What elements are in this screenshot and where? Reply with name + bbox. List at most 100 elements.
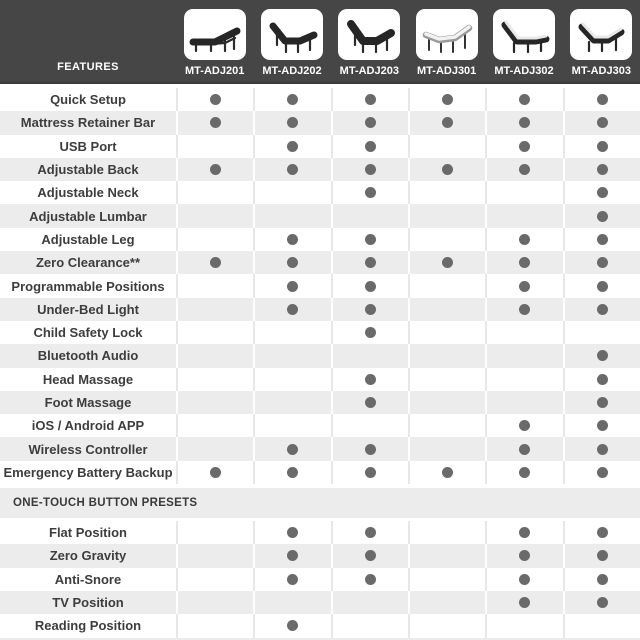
feature-cell-mt-adj301 [407, 614, 485, 638]
bed-thumbnail [415, 9, 478, 60]
feature-cells [176, 521, 640, 545]
feature-cell-mt-adj301 [407, 134, 485, 158]
feature-included-dot [596, 466, 608, 478]
feature-label-cell: Adjustable Back [0, 158, 176, 181]
feature-label: Mattress Retainer Bar [20, 115, 156, 131]
feature-cell-mt-adj203 [330, 251, 408, 275]
feature-included-dot [596, 94, 608, 106]
feature-cell-mt-adj302 [485, 460, 562, 485]
bed-head-foot-raised-dark-icon [269, 22, 318, 53]
feature-label-cell: Programmable Positions [0, 274, 176, 297]
feature-label-cell: Child Safety Lock [0, 321, 176, 344]
feature-cell-mt-adj203 [330, 390, 408, 415]
feature-cell-mt-adj202 [253, 521, 330, 545]
feature-cell-mt-adj203 [330, 111, 408, 135]
feature-included-dot [210, 117, 222, 129]
feature-cell-mt-adj303 [562, 567, 640, 591]
feature-cell-mt-adj303 [562, 590, 640, 615]
feature-label: iOS / Android APP [31, 418, 145, 434]
feature-included-dot [287, 443, 299, 455]
feature-label: Adjustable Leg [41, 231, 135, 247]
bed-thumbnail [570, 9, 633, 60]
feature-included-dot [596, 420, 608, 432]
feature-cells [176, 344, 640, 368]
bed-head-raised-light-icon [501, 20, 550, 53]
feature-included-dot [596, 527, 608, 539]
feature-cell-mt-adj303 [562, 111, 640, 135]
feature-included-dot [596, 187, 608, 199]
feature-cell-mt-adj202 [253, 134, 330, 158]
feature-cell-mt-adj303 [562, 320, 640, 345]
feature-label: Adjustable Neck [37, 185, 139, 201]
feature-label-cell: Flat Position [0, 521, 176, 544]
model-column-header-mt-adj203: MT-ADJ203 [331, 0, 408, 82]
model-label: MT-ADJ301 [417, 65, 477, 77]
model-column-header-mt-adj302: MT-ADJ302 [485, 0, 562, 82]
feature-cells [176, 320, 640, 345]
bed-thumbnail [260, 9, 323, 60]
feature-cell-mt-adj302 [485, 414, 562, 438]
model-label: MT-ADJ202 [262, 65, 322, 77]
feature-cell-mt-adj201 [176, 274, 253, 298]
feature-row: Flat Position [0, 521, 640, 545]
bed-head-foot-raised-light-icon [578, 22, 625, 52]
feature-cell-mt-adj202 [253, 614, 330, 638]
feature-cell-mt-adj303 [562, 274, 640, 298]
feature-cell-mt-adj301 [407, 367, 485, 391]
feature-included-dot [210, 94, 222, 106]
feature-label: USB Port [59, 138, 117, 154]
feature-cell-mt-adj302 [485, 544, 562, 568]
feature-label: Anti-Snore [54, 571, 122, 587]
feature-cell-mt-adj203 [330, 437, 408, 461]
feature-label: TV Position [52, 595, 124, 611]
feature-cells [176, 437, 640, 461]
feature-included-dot [364, 280, 376, 292]
feature-cells [176, 251, 640, 275]
feature-included-dot [519, 257, 531, 269]
feature-cell-mt-adj303 [562, 251, 640, 275]
feature-cell-mt-adj302 [485, 320, 562, 345]
feature-cell-mt-adj202 [253, 567, 330, 591]
section-header-one-touch-button-presets: ONE-TOUCH BUTTON PRESETS [0, 488, 640, 519]
feature-cell-mt-adj301 [407, 567, 485, 591]
feature-row: USB Port [0, 134, 640, 158]
feature-row: Adjustable Leg [0, 227, 640, 252]
feature-cell-mt-adj203 [330, 544, 408, 568]
feature-cell-mt-adj201 [176, 390, 253, 415]
feature-included-dot [596, 164, 608, 176]
feature-cell-mt-adj203 [330, 134, 408, 158]
feature-cell-mt-adj302 [485, 157, 562, 182]
feature-included-dot [442, 257, 454, 269]
feature-label-cell: Head Massage [0, 368, 176, 391]
feature-cells [176, 111, 640, 135]
feature-row: Emergency Battery Backup [0, 460, 640, 485]
feature-row: Quick Setup [0, 88, 640, 112]
table-body: Quick Setup Mattress Retainer Bar USB Port… [0, 84, 640, 640]
feature-cells [176, 614, 640, 638]
feature-cell-mt-adj203 [330, 460, 408, 485]
feature-cell-mt-adj203 [330, 274, 408, 298]
feature-included-dot [364, 117, 376, 129]
feature-included-dot [287, 466, 299, 478]
feature-label-cell: Adjustable Leg [0, 228, 176, 251]
feature-cell-mt-adj202 [253, 590, 330, 615]
feature-cell-mt-adj203 [330, 567, 408, 591]
feature-row: Adjustable Back [0, 157, 640, 182]
feature-cell-mt-adj202 [253, 544, 330, 568]
model-column-header-mt-adj202: MT-ADJ202 [253, 0, 330, 82]
feature-cell-mt-adj301 [407, 414, 485, 438]
model-label: MT-ADJ203 [339, 65, 399, 77]
feature-cell-mt-adj302 [485, 437, 562, 461]
feature-included-dot [210, 257, 222, 269]
feature-cells [176, 157, 640, 182]
feature-cells [176, 181, 640, 205]
feature-label: Bluetooth Audio [37, 348, 139, 364]
bed-thumbnail [183, 9, 246, 60]
feature-included-dot [519, 94, 531, 106]
feature-included-dot [442, 466, 454, 478]
feature-label-cell: Zero Gravity [0, 544, 176, 567]
feature-cell-mt-adj301 [407, 297, 485, 321]
bed-thumbnail [492, 9, 555, 60]
feature-cells [176, 460, 640, 485]
